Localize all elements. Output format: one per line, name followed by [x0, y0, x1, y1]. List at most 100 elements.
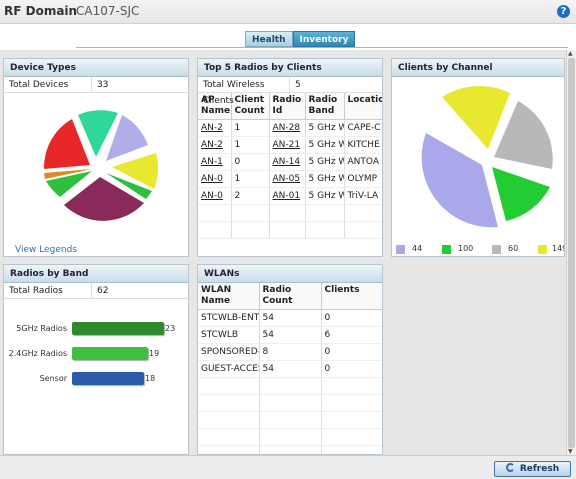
band-bar-value: 23	[165, 324, 176, 333]
table-row-empty	[198, 377, 382, 395]
header-bar: RF Domain CA107-SJC ?	[0, 0, 576, 24]
clients-by-channel-pie-chart	[421, 86, 553, 228]
radios-by-band-panel: Radios by Band Total Radios 62 5GHz Radi…	[3, 264, 189, 455]
pie-slice-device-2	[112, 153, 159, 189]
col-radio-band[interactable]: Radio Band	[305, 93, 345, 120]
wlan-name-cell: STCWLB	[198, 326, 260, 344]
table-row: STCWLB 54 6	[198, 326, 382, 344]
table-row-empty	[198, 428, 382, 446]
legend-swatch-100	[442, 245, 451, 254]
top-radios-panel: Top 5 Radios by Clients Total Wireless C…	[197, 58, 383, 257]
band-bar	[72, 322, 164, 335]
scrollbar-thumb[interactable]	[568, 58, 575, 448]
pie-slice-device-8	[78, 110, 118, 157]
radio-count-cell: 8	[259, 343, 322, 361]
band-bar	[72, 372, 144, 385]
table-header-row: AP Name Client Count Radio Id Radio Band…	[198, 93, 382, 120]
pie-slice-device-5	[46, 171, 92, 197]
ap-name-link[interactable]: AN-0	[201, 174, 223, 184]
legend-swatch-60	[492, 245, 501, 254]
legend-swatch-149	[538, 245, 547, 254]
scroll-down-icon[interactable]: ▼	[568, 448, 573, 455]
pie-slice-device-3	[106, 173, 152, 199]
total-devices-row: Total Devices 33	[4, 77, 188, 93]
table-row: AN-2 1 AN-21 5 GHz W KITCHE	[198, 136, 382, 154]
col-radio-count[interactable]: Radio Count	[259, 283, 322, 310]
wlan-name-cell: GUEST-ACCES	[198, 360, 260, 378]
table-row: SPONSORED-G80	[198, 343, 382, 361]
clients-by-channel-title: Clients by Channel	[392, 59, 564, 77]
table-row: GUEST-ACCES 54 0	[198, 360, 382, 378]
pie-slice-channel-100	[492, 167, 550, 221]
location-cell: TriV-LA	[344, 187, 382, 205]
total-devices-value: 33	[97, 80, 109, 90]
col-wlan-name[interactable]: WLAN Name	[198, 283, 260, 310]
clients-cell: 0	[321, 360, 382, 378]
footer-bar: Refresh	[0, 455, 576, 479]
ap-name-link[interactable]: AN-0	[201, 191, 223, 201]
location-cell: OLYMP	[344, 170, 382, 188]
total-devices-label: Total Devices	[4, 77, 92, 92]
table-row: AN-0 2 AN-01 5 GHz W TriV-LA	[198, 187, 382, 205]
band-bar-row: 5GHz Radios 23	[4, 322, 188, 337]
radio-id-link[interactable]: AN-21	[272, 140, 301, 150]
clients-by-channel-panel: Clients by Channel 44 100 60 149	[391, 58, 565, 257]
scroll-up-icon[interactable]: ▲	[568, 50, 573, 57]
table-row: AN-2 1 AN-28 5 GHz W CAPE-C	[198, 119, 382, 137]
col-client-count[interactable]: Client Count	[231, 93, 270, 120]
view-legends-link[interactable]: View Legends	[15, 245, 77, 255]
dashboard-area: Device Types Total Devices 33 View Legen…	[0, 50, 576, 455]
radio-id-link[interactable]: AN-01	[272, 191, 301, 201]
tab-inventory[interactable]: Inventory	[292, 31, 356, 47]
radio-id-link[interactable]: AN-14	[272, 157, 301, 167]
radio-band-cell: 5 GHz W	[305, 136, 345, 154]
refresh-button[interactable]: Refresh	[494, 461, 571, 477]
radio-count-cell: 54	[259, 360, 322, 378]
client-count-cell: 2	[231, 187, 270, 205]
table-row-empty	[198, 204, 382, 222]
col-radio-id[interactable]: Radio Id	[269, 93, 306, 120]
col-clients[interactable]: Clients	[321, 283, 382, 310]
ap-name-link[interactable]: AN-2	[201, 140, 223, 150]
wlans-table: WLAN Name Radio Count Clients STCWLB-ENT…	[198, 283, 382, 454]
location-cell: KITCHE	[344, 136, 382, 154]
total-radios-label: Total Radios	[4, 283, 92, 298]
clients-cell: 6	[321, 326, 382, 344]
total-clients-value: 5	[295, 80, 301, 90]
radio-id-link[interactable]: AN-28	[272, 123, 301, 133]
table-row: STCWLB-ENTE 54 0	[198, 309, 382, 327]
band-bar-row: 2.4GHz Radios 19	[4, 347, 188, 362]
clients-cell: 0	[321, 343, 382, 361]
band-bar-value: 19	[149, 349, 160, 358]
table-row: AN-0 1 AN-05 5 GHz W OLYMP	[198, 170, 382, 188]
client-count-cell: 0	[231, 153, 270, 171]
channel-legend: 44 100 60 149	[396, 242, 564, 256]
ap-name-link[interactable]: AN-2	[201, 123, 223, 133]
table-row-empty	[198, 221, 382, 239]
top-radios-title: Top 5 Radios by Clients	[198, 59, 382, 77]
wlan-name-cell: SPONSORED-G	[198, 343, 260, 361]
total-radios-value: 62	[97, 286, 109, 296]
radio-id-link[interactable]: AN-05	[272, 174, 301, 184]
vertical-scrollbar[interactable]: ▲ ▼	[566, 50, 576, 455]
tab-bar: Health Inventory	[245, 31, 356, 47]
legend-swatch-44	[396, 245, 405, 254]
total-clients-label: Total Wireless Clients	[198, 77, 290, 106]
tab-health[interactable]: Health	[245, 31, 293, 47]
table-row-empty	[198, 394, 382, 412]
page-title: RF Domain	[4, 4, 78, 18]
col-location[interactable]: Location	[344, 93, 382, 120]
device-types-pie-chart	[43, 110, 159, 221]
device-types-panel: Device Types Total Devices 33 View Legen…	[3, 58, 189, 257]
ap-name-link[interactable]: AN-1	[201, 157, 223, 167]
total-clients-row: Total Wireless Clients 5	[198, 77, 382, 106]
col-ap-name[interactable]: AP Name	[198, 93, 232, 120]
help-icon[interactable]: ?	[557, 5, 570, 18]
client-count-cell: 1	[231, 119, 270, 137]
total-radios-row: Total Radios 62	[4, 283, 188, 299]
radio-count-cell: 54	[259, 326, 322, 344]
table-row: AN-1 0 AN-14 5 GHz W ANTOA	[198, 153, 382, 171]
legend-label-60: 60	[508, 244, 519, 253]
pie-slice-device-4	[64, 177, 144, 221]
refresh-label: Refresh	[519, 464, 560, 474]
